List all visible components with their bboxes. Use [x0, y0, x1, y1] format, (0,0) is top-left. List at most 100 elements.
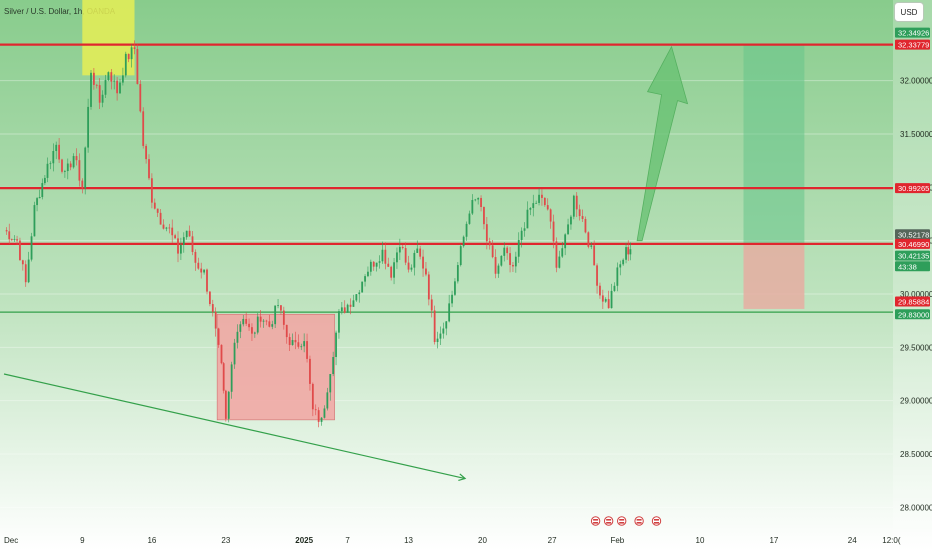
- candle-body: [239, 324, 242, 332]
- candle-body: [211, 304, 214, 312]
- candle-body: [581, 216, 584, 219]
- candle-body: [119, 82, 121, 94]
- candle-body: [575, 195, 578, 210]
- candle-body: [340, 307, 343, 312]
- price-tag-label: 30.42135: [898, 252, 929, 261]
- candle-body: [543, 197, 546, 206]
- candle-body: [10, 239, 13, 240]
- candle-body: [206, 269, 208, 292]
- candle-body: [87, 106, 89, 148]
- candles: [5, 40, 632, 428]
- x-tick-label: 7: [345, 536, 350, 545]
- candle-body: [191, 236, 194, 252]
- candle-body: [422, 256, 424, 269]
- candle-body: [251, 327, 253, 334]
- candle-body: [523, 228, 526, 231]
- candle-body: [622, 259, 625, 265]
- price-tag-label: 32.33779: [898, 41, 929, 50]
- candle-body: [200, 268, 203, 273]
- x-tick-label: 24: [848, 536, 857, 545]
- candle-body: [8, 231, 11, 240]
- x-tick-label: 27: [548, 536, 557, 545]
- candle-body: [168, 227, 171, 229]
- price-tag-label: 29.83000: [898, 310, 929, 319]
- candle-body: [253, 332, 256, 334]
- candle-body: [285, 324, 288, 338]
- candle-body: [599, 285, 601, 296]
- price-tag: [895, 261, 930, 272]
- candle-body: [19, 240, 21, 261]
- candle-body: [462, 236, 465, 247]
- candle-body: [104, 80, 107, 95]
- candle-body: [224, 390, 227, 419]
- candle-body: [242, 318, 245, 325]
- candle-body: [314, 409, 317, 411]
- candle-body: [601, 295, 604, 302]
- candle-body: [407, 262, 410, 270]
- candle-body: [338, 311, 340, 333]
- candle-body: [416, 248, 419, 253]
- event-flag-icon: [617, 516, 627, 526]
- candle-body: [343, 307, 346, 313]
- candle-body: [61, 159, 63, 172]
- candle-body: [248, 323, 250, 328]
- candle-body: [413, 252, 416, 268]
- candle-body: [378, 261, 381, 263]
- candle-body: [43, 177, 46, 184]
- candle-body: [503, 247, 506, 256]
- candle-body: [72, 156, 75, 168]
- candle-body: [396, 252, 398, 263]
- x-tick-label: 20: [478, 536, 487, 545]
- candle-body: [162, 224, 165, 229]
- candle-body: [358, 292, 361, 295]
- trendline-arrowhead: [458, 473, 467, 482]
- price-tag-label: 32.34926: [898, 29, 929, 38]
- x-tick-label: 17: [769, 536, 778, 545]
- candle-body: [509, 253, 511, 265]
- candle-body: [532, 203, 535, 208]
- candle-body: [222, 363, 225, 391]
- candle-body: [625, 247, 627, 260]
- x-tick-label: 12:0(: [882, 536, 901, 545]
- candle-body: [148, 159, 150, 179]
- candle-body: [159, 212, 162, 225]
- candle-body: [116, 80, 118, 94]
- x-tick-label: 16: [147, 536, 156, 545]
- candle-body: [311, 383, 314, 410]
- candle-body: [294, 340, 297, 343]
- candle-body: [578, 209, 581, 217]
- candle-body: [393, 262, 395, 278]
- candle-body: [436, 338, 439, 343]
- price-tag: [895, 229, 930, 240]
- candle-body: [425, 268, 427, 275]
- candle-body: [49, 163, 52, 165]
- candle-body: [427, 274, 430, 300]
- candle-body: [317, 410, 320, 422]
- candle-body: [309, 358, 311, 384]
- candle-body: [133, 47, 136, 50]
- candle-body: [188, 230, 191, 237]
- candle-body: [300, 346, 303, 348]
- candle-body: [303, 341, 306, 347]
- candle-body: [268, 321, 271, 327]
- candle-body: [58, 144, 60, 160]
- candle-body: [558, 256, 561, 268]
- candle-body: [456, 265, 459, 282]
- candle-body: [259, 316, 262, 322]
- currency-button[interactable]: USD: [894, 2, 924, 22]
- x-tick-label: Dec: [4, 536, 18, 545]
- candle-body: [95, 84, 98, 86]
- candle-body: [13, 239, 16, 241]
- candle-body: [401, 246, 404, 249]
- candle-body: [326, 392, 329, 409]
- candle-body: [517, 240, 520, 257]
- candle-body: [142, 111, 145, 146]
- candle-body: [101, 94, 104, 103]
- candle-body: [546, 205, 549, 210]
- price-tag: [895, 296, 930, 307]
- candle-body: [541, 194, 543, 198]
- candle-body: [332, 357, 335, 375]
- candle-body: [629, 249, 632, 255]
- candle-body: [448, 303, 451, 322]
